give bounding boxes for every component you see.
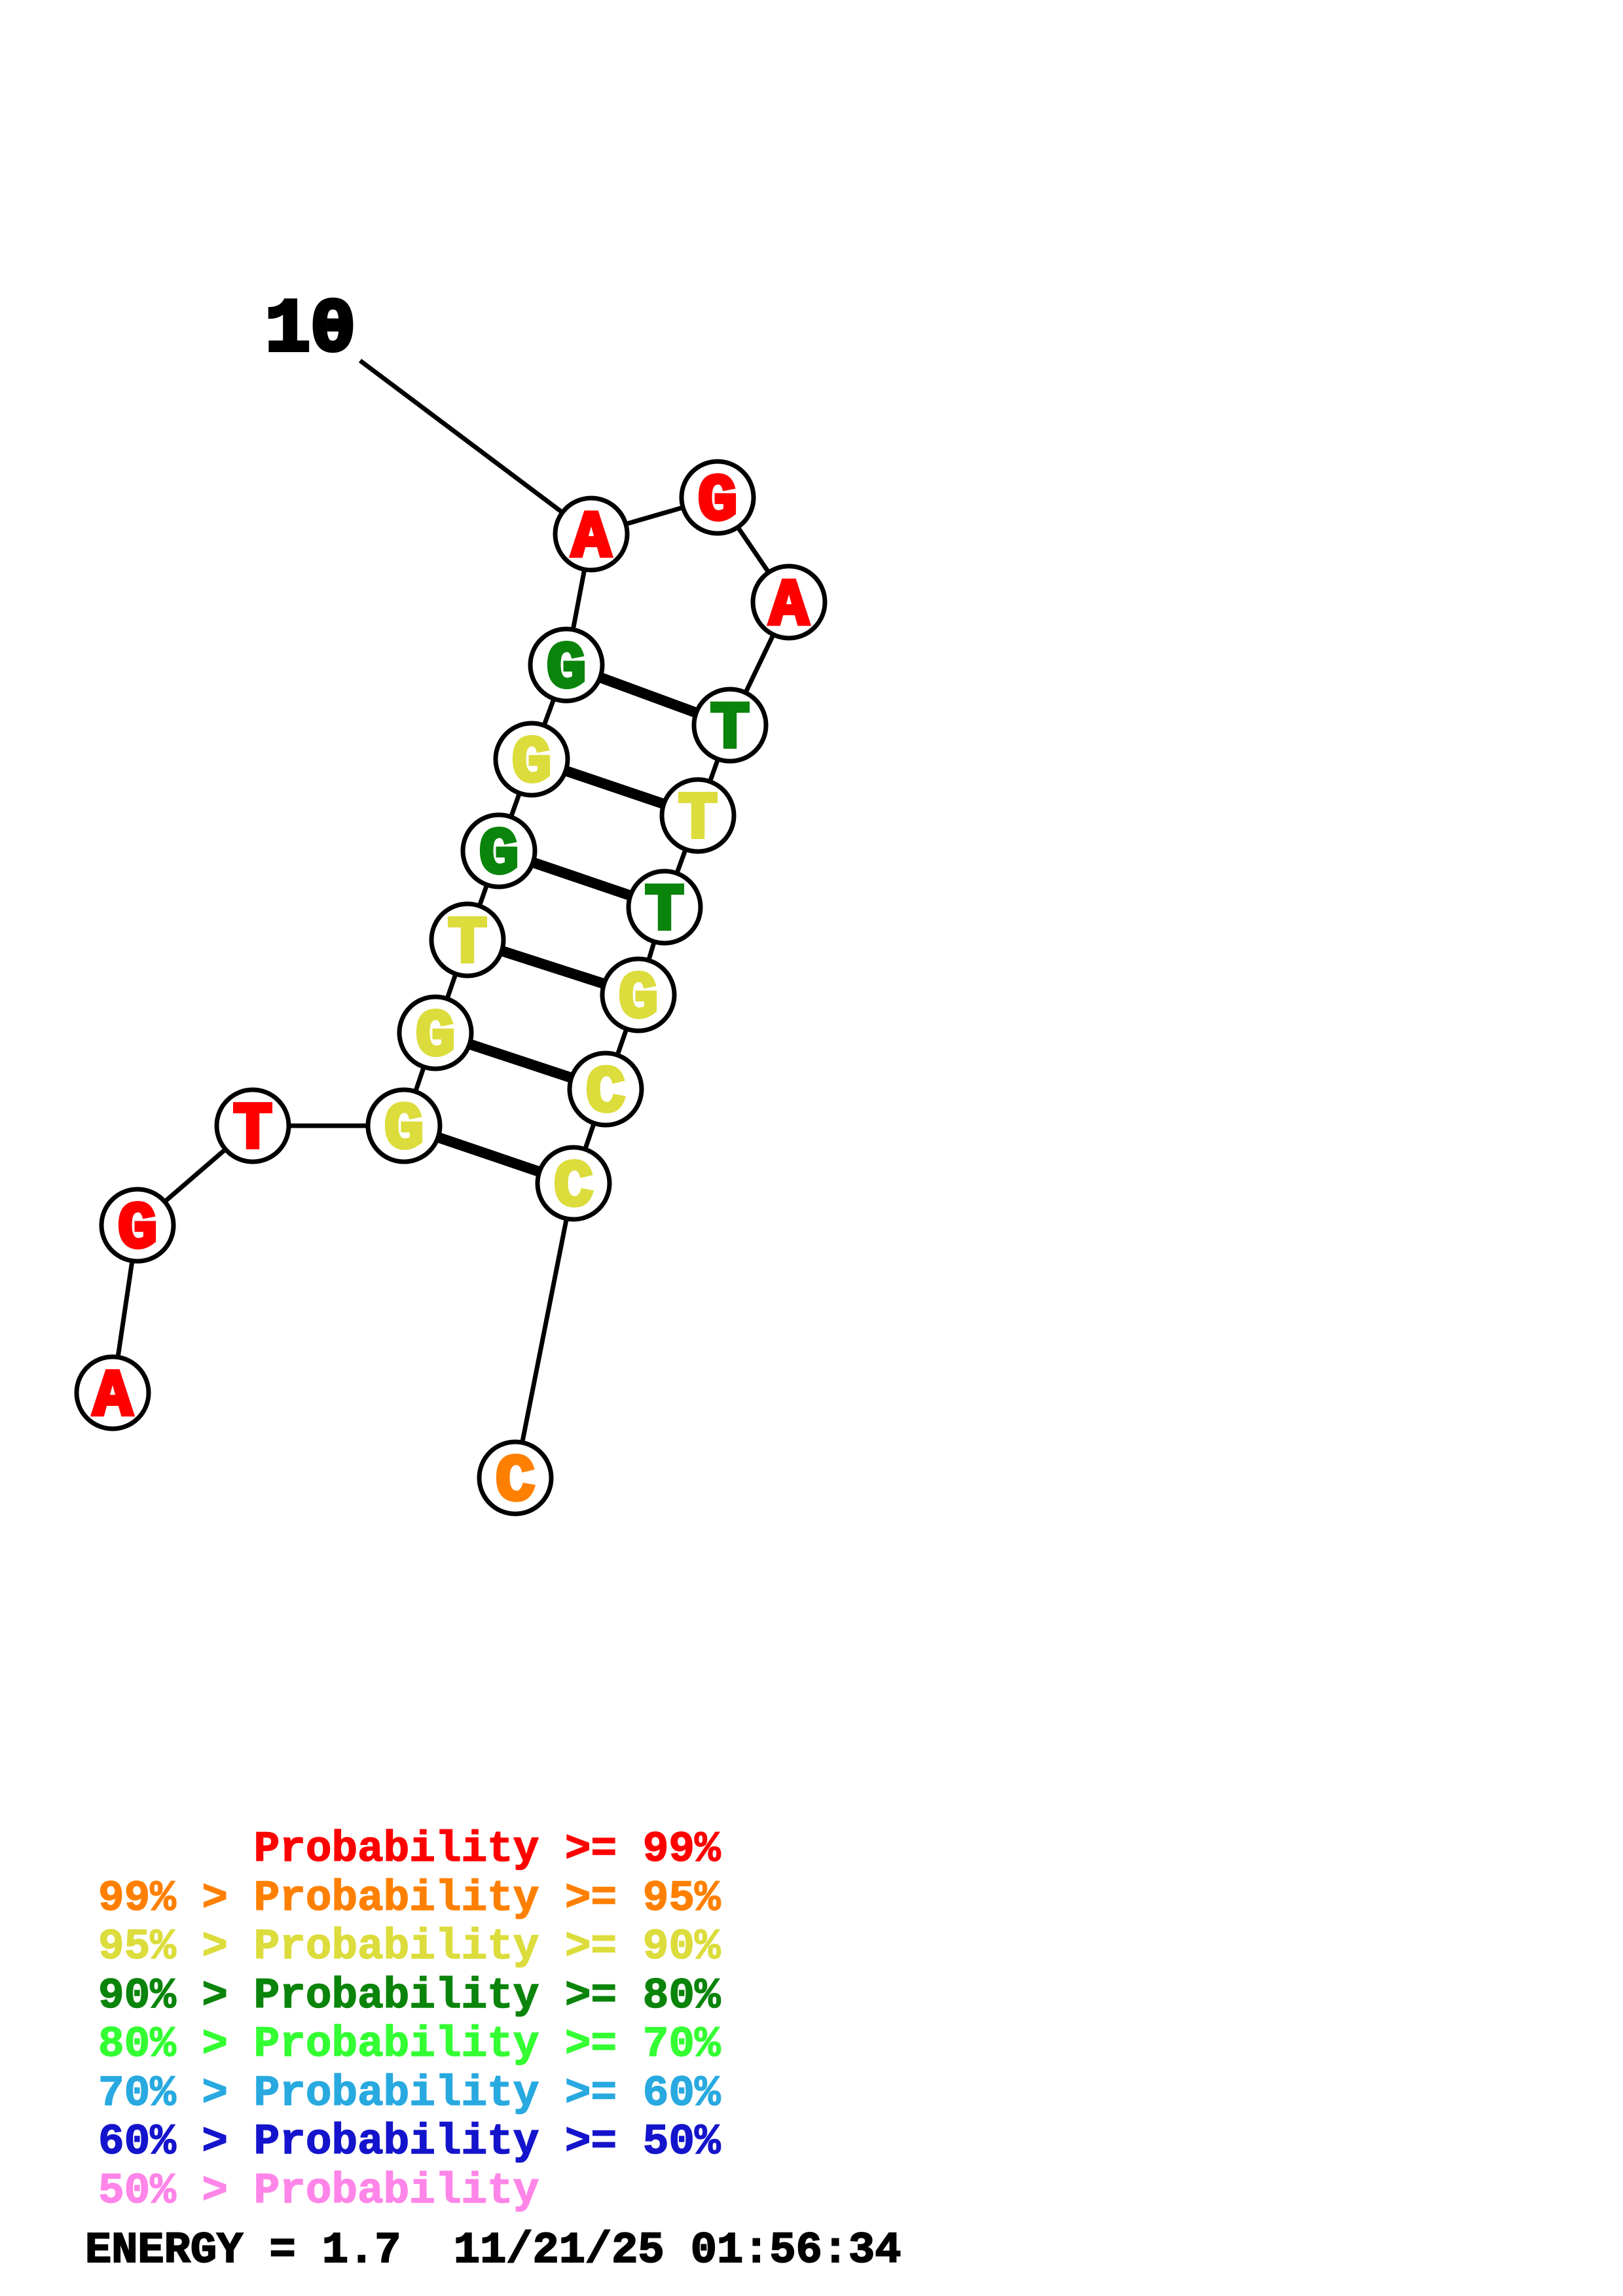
- nucleotide-circle-g-11: [528, 626, 605, 704]
- nucleotide-letter-c-2: C: [554, 1151, 593, 1225]
- nucleotide-circle-g-4: [600, 956, 677, 1033]
- nucleotide-circle-c-1: [477, 1439, 554, 1516]
- nucleotide-letter-a-19: A: [93, 1361, 133, 1435]
- nucleotide-letter-g-15: G: [416, 1001, 455, 1075]
- nucleotide-circle-t-5: [626, 869, 703, 946]
- nucleotide-circle-g-16: [365, 1087, 443, 1164]
- nucleotide-circle-a-19: [74, 1354, 151, 1431]
- nucleotide-circle-c-3: [567, 1050, 644, 1128]
- legend-row-6: 70% > Probability >= 60%: [98, 2069, 721, 2119]
- nucleotide-letter-g-18: G: [118, 1193, 157, 1267]
- nucleotide-circle-t-6: [659, 777, 737, 854]
- nucleotide-letter-g-16: G: [384, 1094, 424, 1168]
- nucleotide-letter-a-8: A: [769, 570, 809, 644]
- legend-row-1: Probability >= 99%: [98, 1825, 721, 1874]
- backbone-segment: [513, 1183, 576, 1479]
- nucleotide-circle-c-2: [535, 1145, 612, 1222]
- sequence-position-label: 10: [265, 287, 356, 373]
- nucleotide-circle-t-7: [691, 687, 769, 764]
- legend-row-4: 90% > Probability >= 80%: [98, 1971, 721, 2021]
- label-10-pointer-line: [358, 359, 593, 536]
- nucleotide-letter-g-13: G: [479, 819, 519, 893]
- nucleotide-letter-t-17: T: [233, 1094, 272, 1168]
- legend-row-5: 80% > Probability >= 70%: [98, 2020, 721, 2070]
- nucleotide-letter-t-7: T: [710, 693, 750, 767]
- nucleotide-letter-t-5: T: [645, 875, 684, 949]
- nucleotide-circle-g-12: [493, 721, 570, 798]
- nucleotide-circle-t-14: [429, 901, 506, 978]
- legend-row-8: 50% > Probability: [98, 2166, 539, 2216]
- nucleotide-letter-g-4: G: [619, 963, 658, 1037]
- nucleotide-letter-g-9: G: [698, 465, 737, 539]
- nucleotide-letter-c-3: C: [586, 1057, 625, 1131]
- nucleotide-circle-g-13: [460, 812, 538, 889]
- nucleotide-circle-g-9: [679, 459, 756, 536]
- nucleotide-circle-g-15: [397, 994, 474, 1071]
- nucleotide-letter-g-11: G: [547, 633, 586, 707]
- nucleotide-letter-g-12: G: [512, 727, 551, 801]
- legend-row-3: 95% > Probability >= 90%: [98, 1922, 721, 1972]
- nucleotide-circle-a-8: [750, 564, 828, 641]
- energy-timestamp-line: ENERGY = 1.7 11/21/25 01:56:34: [84, 2226, 902, 2276]
- nucleotide-letter-t-14: T: [448, 908, 487, 982]
- nucleotide-letter-c-1: C: [496, 1446, 535, 1520]
- legend-row-7: 60% > Probability >= 50%: [98, 2117, 721, 2167]
- nucleotide-circle-g-18: [99, 1187, 176, 1264]
- nucleotide-circle-t-17: [214, 1087, 291, 1164]
- nucleotide-letter-a-10: A: [572, 502, 611, 576]
- nucleotide-circle-a-10: [553, 495, 630, 573]
- nucleotide-letter-t-6: T: [678, 783, 718, 857]
- legend-row-2: 99% > Probability >= 95%: [98, 1874, 721, 1924]
